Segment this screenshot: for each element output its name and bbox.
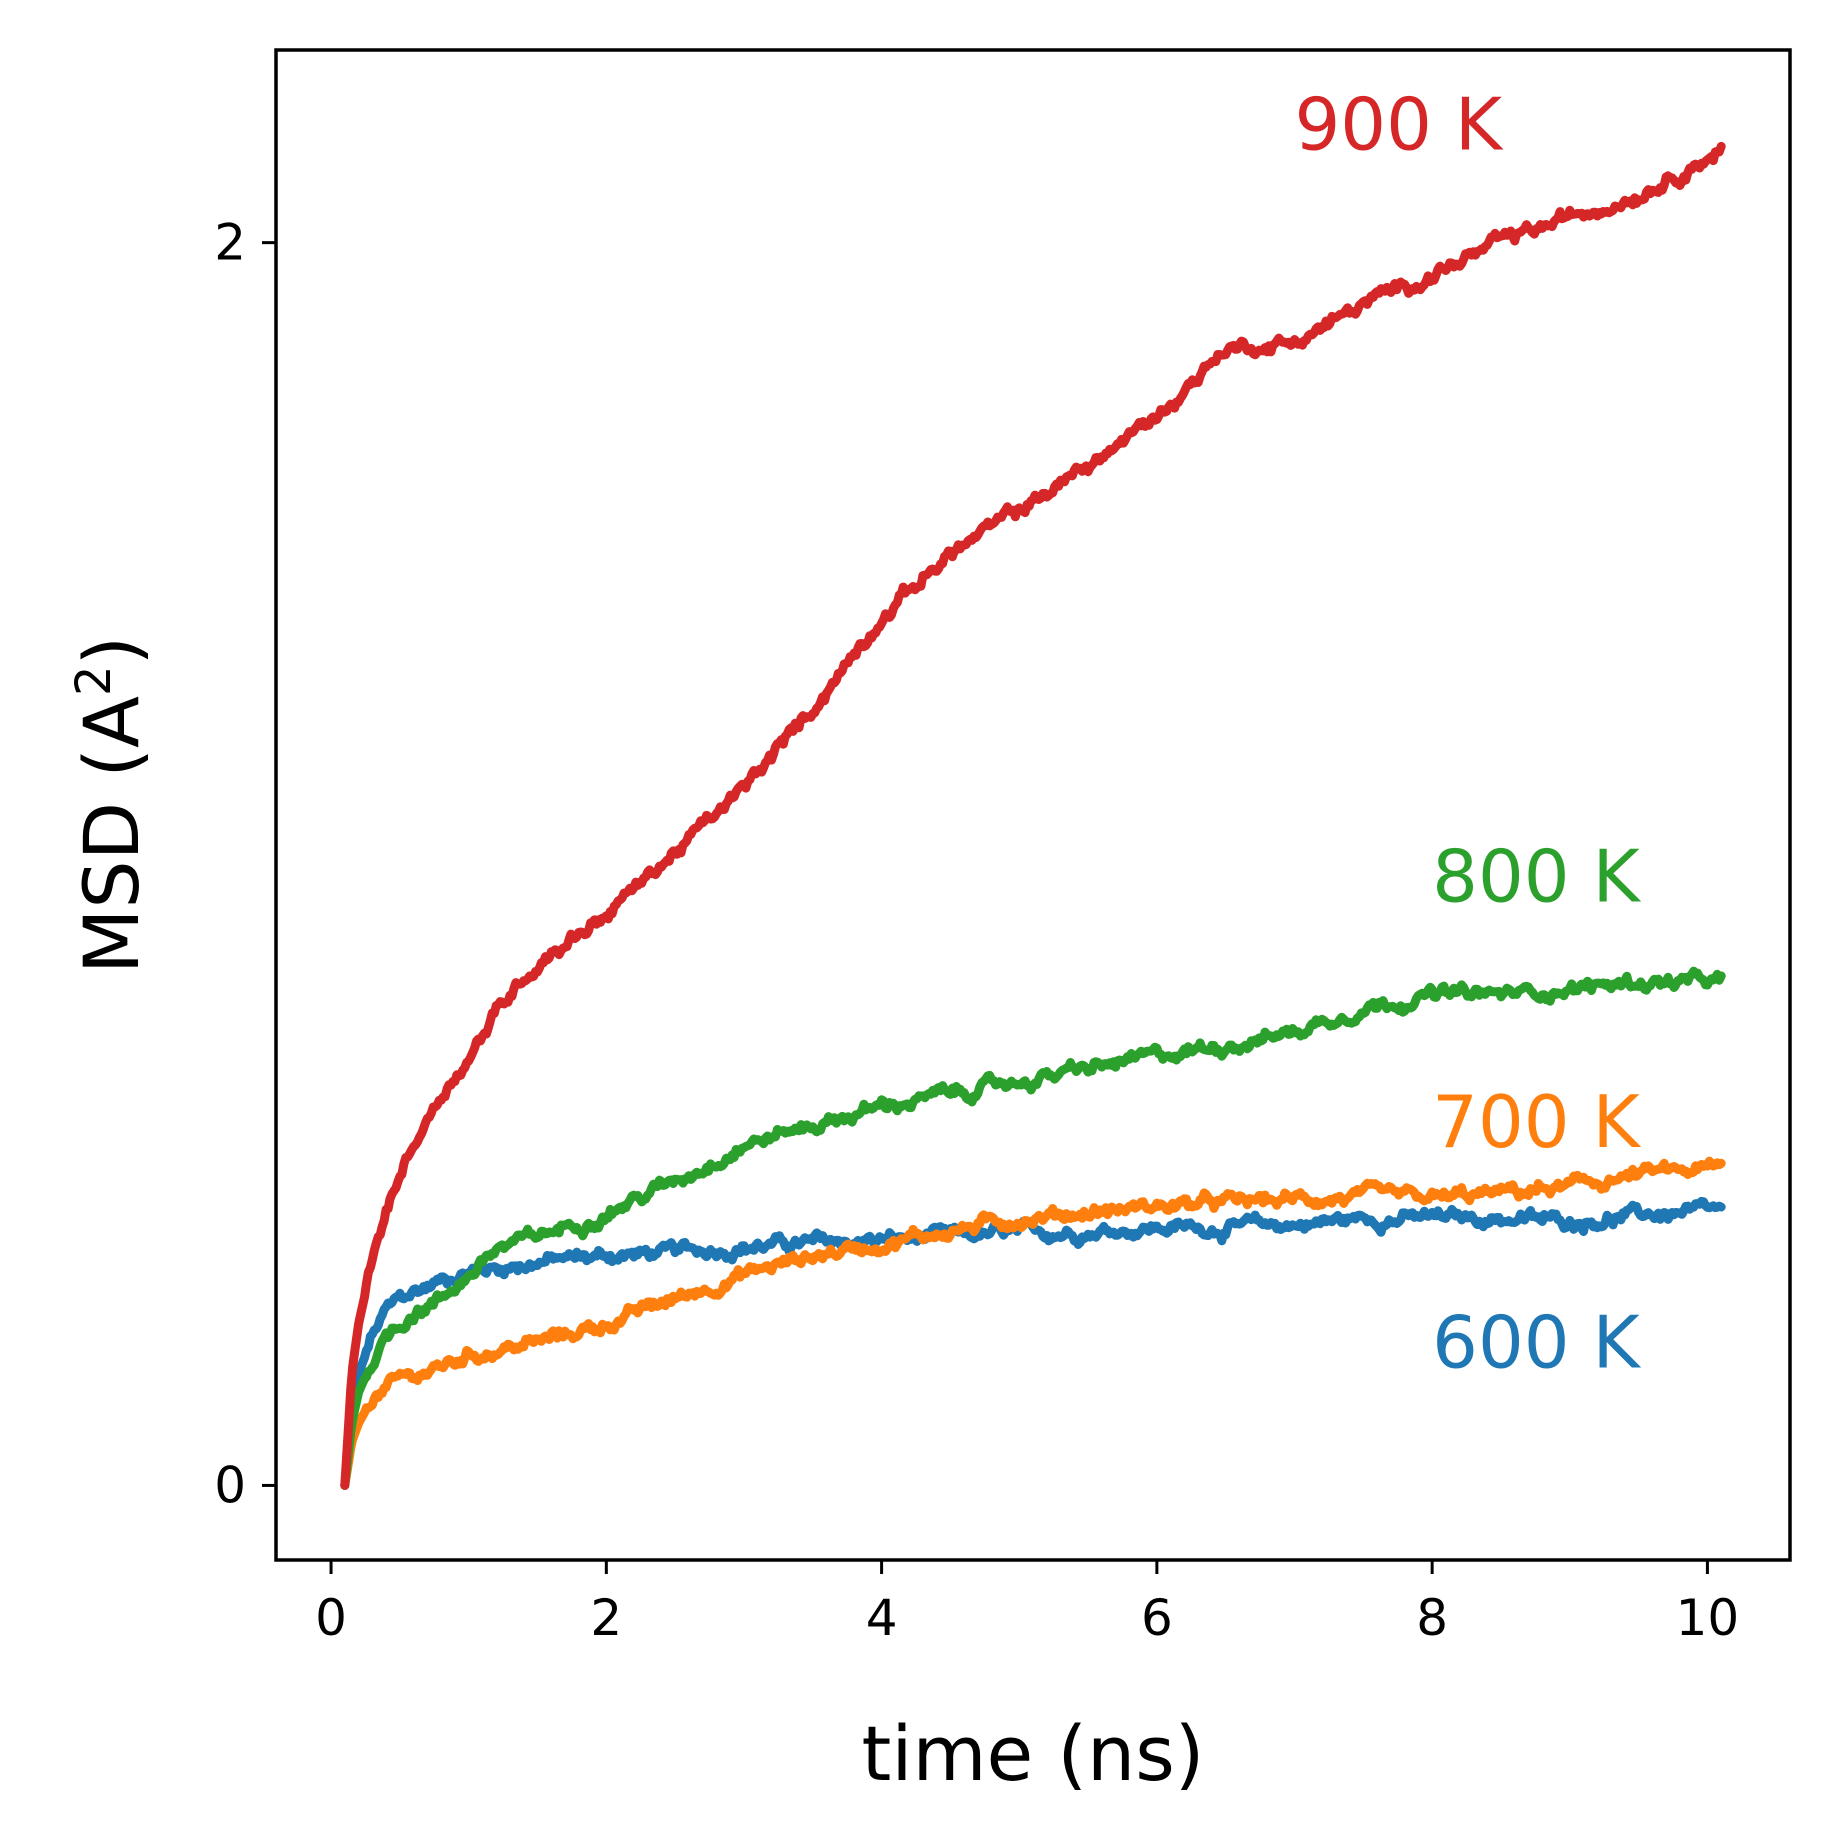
x-axis-label: time (ns)	[862, 1709, 1205, 1798]
series-label-900-k: 900 K	[1295, 82, 1504, 166]
plot-frame	[274, 48, 1792, 1562]
y-tick-label: 0	[214, 1456, 246, 1514]
y-axis-label-superscript: 2	[66, 665, 122, 696]
x-tick-label: 4	[866, 1589, 898, 1647]
x-tick-label: 2	[590, 1589, 622, 1647]
series-label-700-k: 700 K	[1432, 1080, 1641, 1164]
series-label-600-k: 600 K	[1432, 1300, 1641, 1384]
x-tick-label: 8	[1416, 1589, 1448, 1647]
y-axis-ticks: 02	[214, 214, 276, 1514]
x-tick-label: 6	[1141, 1589, 1173, 1647]
y-axis-label-main: MSD (A	[67, 696, 156, 974]
series-line-700-k	[340, 1156, 1726, 1490]
series-line-800-k	[340, 966, 1726, 1490]
series-layer	[340, 141, 1726, 1490]
y-tick-label: 2	[214, 214, 246, 272]
series-label-800-k: 800 K	[1432, 834, 1641, 918]
x-tick-label: 10	[1676, 1589, 1740, 1647]
x-tick-label: 0	[315, 1589, 347, 1647]
series-line-900-k	[340, 141, 1726, 1490]
y-axis-label-close: )	[67, 636, 156, 666]
series-labels: 600 K 700 K 800 K 900 K	[1295, 82, 1642, 1384]
x-axis-ticks: 0 2 4 6 8 10	[315, 1560, 1739, 1647]
y-axis-label: MSD (A2)	[66, 636, 156, 974]
